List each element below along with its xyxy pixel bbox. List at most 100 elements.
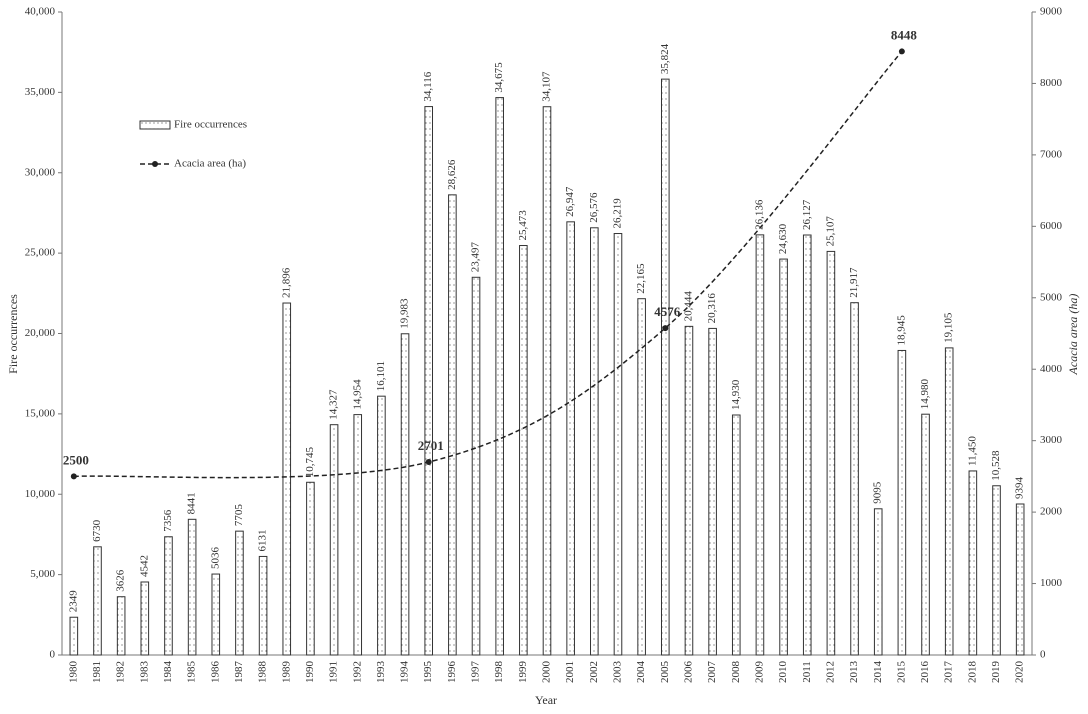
bar-value-label: 26,576	[588, 192, 600, 223]
bar-value-label: 14,980	[919, 378, 931, 409]
bar-value-label: 21,917	[848, 267, 860, 298]
bar-value-label: 25,473	[517, 210, 529, 241]
y2-tick-label: 9000	[1040, 6, 1063, 18]
bar	[448, 194, 457, 656]
bar	[637, 298, 646, 656]
bar-value-label: 2349	[67, 590, 79, 613]
bar	[566, 221, 575, 656]
y2-tick-label: 8000	[1040, 77, 1063, 89]
y-tick-label: 35,000	[25, 86, 56, 98]
y2-tick-label: 1000	[1040, 577, 1063, 589]
bar	[873, 508, 883, 656]
point-value-label: 2701	[418, 438, 444, 453]
bar-value-label: 10,528	[990, 450, 1002, 481]
x-tick-label: 2009	[753, 661, 765, 684]
bar-value-label: 28,626	[446, 159, 458, 190]
bar-value-label: 26,136	[753, 199, 765, 230]
x-tick-label: 2011	[801, 661, 813, 683]
line	[73, 50, 903, 479]
x-tick-label: 1984	[162, 661, 174, 684]
x-tick-label: 1990	[304, 661, 316, 684]
y-tick-label: 25,000	[25, 247, 56, 259]
bar	[542, 106, 552, 656]
x-tick-label: 2004	[635, 661, 647, 684]
x-tick-label: 2003	[612, 661, 624, 684]
line-point	[662, 325, 669, 332]
y-tick-label: 40,000	[25, 6, 56, 18]
bar-value-label: 20,316	[706, 293, 718, 324]
x-tick-label: 2013	[848, 661, 860, 684]
bar-value-label: 14,930	[730, 379, 742, 410]
legend-label: Acacia area (ha)	[174, 158, 246, 170]
bar-value-label: 7705	[233, 504, 245, 527]
y-tick-label: 20,000	[25, 327, 56, 339]
bar	[708, 327, 717, 656]
x-tick-label: 1982	[115, 661, 127, 683]
y2-tick-label: 4000	[1040, 363, 1063, 375]
y-tick-label: 30,000	[25, 166, 56, 178]
bar	[400, 333, 410, 656]
bar-value-label: 26,947	[564, 186, 576, 217]
bar	[211, 573, 221, 656]
bar	[306, 481, 315, 656]
y2-tick-label: 0	[1040, 649, 1046, 661]
bar	[187, 518, 197, 656]
bar-value-label: 4542	[138, 555, 150, 577]
x-tick-label: 2010	[777, 661, 789, 684]
y2-tick-label: 7000	[1040, 148, 1063, 160]
x-tick-label: 2019	[990, 661, 1002, 684]
bar	[353, 414, 363, 656]
bar	[329, 424, 339, 656]
x-tick-label: 2020	[1014, 660, 1026, 683]
y-tick-label: 5,000	[30, 568, 55, 580]
bar-value-label: 6131	[257, 529, 269, 551]
x-tick-label: 2002	[588, 661, 600, 683]
bar	[802, 234, 812, 656]
bar-value-label: 9095	[872, 481, 884, 504]
bar	[519, 245, 528, 656]
bar	[850, 302, 859, 656]
x-tick-label: 1989	[280, 661, 292, 684]
x-tick-label: 1983	[138, 661, 150, 684]
x-tick-label: 1991	[328, 661, 340, 683]
x-tick-label: 1993	[375, 661, 387, 684]
y-tick-label: 0	[50, 649, 56, 661]
x-tick-label: 1998	[493, 661, 505, 684]
bar-value-label: 8441	[186, 492, 198, 514]
bar-value-label: 19,983	[399, 298, 411, 329]
legend-label: Fire occurrences	[174, 119, 247, 131]
bar-value-label: 25,107	[824, 216, 836, 247]
y2-tick-label: 5000	[1040, 291, 1063, 303]
x-tick-label: 2008	[730, 661, 742, 684]
x-tick-label: 2007	[706, 661, 718, 684]
bar	[613, 233, 623, 656]
y2-axis-label: Acacia area (ha)	[1066, 294, 1080, 376]
bar	[471, 276, 481, 656]
bar	[69, 616, 79, 656]
bar	[944, 347, 954, 656]
line-point	[70, 473, 77, 480]
bar	[660, 78, 670, 656]
y-axis-label: Fire occurrences	[6, 294, 20, 374]
bar	[897, 349, 907, 656]
bar	[164, 536, 173, 656]
bar-value-label: 9394	[1014, 476, 1026, 498]
y2-tick-label: 3000	[1040, 434, 1063, 446]
bar-value-label: 11,450	[966, 436, 978, 466]
bar-value-label: 21,896	[280, 267, 292, 298]
y2-tick-label: 6000	[1040, 220, 1063, 232]
bar-value-label: 34,107	[541, 71, 553, 102]
bar	[731, 414, 741, 656]
bar-value-label: 18,945	[895, 315, 907, 346]
bar	[755, 234, 765, 656]
x-tick-label: 1980	[67, 661, 79, 684]
bar-value-label: 26,219	[612, 198, 624, 229]
x-tick-label: 2006	[682, 661, 694, 684]
x-tick-label: 1995	[422, 661, 434, 684]
bar-value-label: 14,954	[351, 379, 363, 410]
bar-value-label: 26,127	[801, 199, 813, 230]
bar-value-label: 7356	[162, 509, 174, 532]
point-value-label: 4576	[654, 304, 681, 319]
x-tick-label: 1985	[186, 661, 198, 684]
